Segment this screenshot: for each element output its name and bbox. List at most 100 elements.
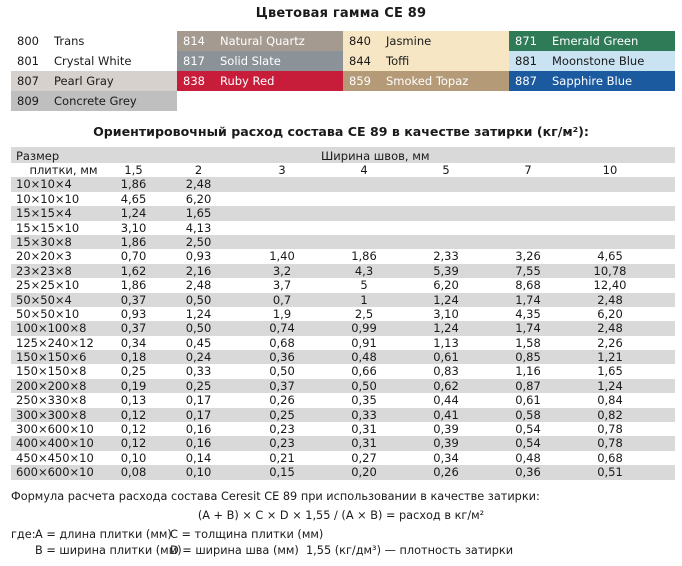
color-code: 809 xyxy=(17,94,39,108)
consumption-cell: 0,83 xyxy=(433,364,459,379)
color-swatch-840: 840 Jasmine xyxy=(343,31,509,51)
consumption-cell: 3,7 xyxy=(272,278,292,293)
consumption-cell: 0,26 xyxy=(433,465,459,480)
consumption-cell: 0,93 xyxy=(185,249,212,264)
table-row: 50×50×4 0,37 0,50 0,7 1 1,24 1,74 2,48 xyxy=(11,292,675,307)
consumption-cell: 1,86 xyxy=(351,249,377,264)
tile-size-cell: 50×50×10 xyxy=(16,306,80,321)
consumption-cell: 6,20 xyxy=(185,191,212,206)
table-row: 10×10×4 1,86 2,48 xyxy=(11,177,675,192)
color-code: 814 xyxy=(183,34,205,48)
color-swatch-801: 801 Crystal White xyxy=(11,51,177,71)
consumption-cell: 0,41 xyxy=(433,407,459,422)
consumption-cell xyxy=(241,221,323,235)
consumption-cell: 0,12 xyxy=(120,407,147,422)
consumption-cell: 1,24 xyxy=(120,206,147,221)
consumption-cell: 1,16 xyxy=(515,364,541,379)
table-row: 150×150×8 0,25 0,33 0,50 0,66 0,83 1,16 1,65 xyxy=(11,364,675,379)
consumption-cell: 0,34 xyxy=(433,450,459,465)
color-code: 838 xyxy=(183,74,205,88)
tile-size-cell: 23×23×8 xyxy=(16,263,72,278)
consumption-cell xyxy=(569,206,651,220)
consumption-cell: 0,33 xyxy=(185,364,212,379)
consumption-cell: 1,65 xyxy=(597,364,623,379)
color-name: Moonstone Blue xyxy=(552,54,645,68)
consumption-cell xyxy=(241,177,323,191)
consumption-cell: 0,15 xyxy=(269,465,295,480)
consumption-cell: 0,19 xyxy=(120,378,147,393)
table-row: 23×23×8 1,62 2,16 3,2 4,3 5,39 7,55 10,78 xyxy=(11,263,675,279)
consumption-cell xyxy=(405,235,487,249)
consumption-cell: 0,91 xyxy=(351,335,377,350)
color-swatch-817: 817 Solid Slate xyxy=(177,51,343,71)
color-name: Toffi xyxy=(386,54,410,68)
consumption-cell xyxy=(323,192,405,206)
consumption-cell xyxy=(569,192,651,206)
consumption-cell: 0,23 xyxy=(269,436,295,451)
table-row: 15×15×4 1,24 1,65 xyxy=(11,206,675,221)
consumption-cell xyxy=(569,177,651,191)
consumption-cell xyxy=(241,206,323,220)
consumption-cell: 2,5 xyxy=(354,306,374,321)
consumption-cell: 0,7 xyxy=(272,292,292,307)
consumption-cell: 0,51 xyxy=(597,465,623,480)
consumption-cell: 6,20 xyxy=(597,306,623,321)
consumption-cell: 1,24 xyxy=(597,378,623,393)
consumption-cell: 0,27 xyxy=(351,450,377,465)
consumption-cell: 5 xyxy=(360,278,368,293)
consumption-cell: 2,48 xyxy=(185,278,212,293)
color-code: 800 xyxy=(17,34,39,48)
color-name: Emerald Green xyxy=(552,34,639,48)
size-header-label: Размер xyxy=(16,149,60,163)
color-swatch-807: 807 Pearl Gray xyxy=(11,71,177,91)
consumption-cell: 0,35 xyxy=(351,393,377,408)
palette-title: Цветовая гамма CE 89 xyxy=(255,6,427,21)
consumption-cell xyxy=(241,192,323,206)
consumption-cell: 0,39 xyxy=(433,422,459,437)
consumption-cell: 0,61 xyxy=(433,350,459,365)
tile-size-cell: 15×15×4 xyxy=(16,206,72,221)
table-row: 450×450×10 0,10 0,14 0,21 0,27 0,34 0,48 0,68 xyxy=(11,450,675,466)
formula-expression: (A + B) × C × D × 1,55 / (A × B) = расхо… xyxy=(197,509,485,522)
consumption-cell: 3,26 xyxy=(515,249,541,264)
consumption-cell: 0,17 xyxy=(185,407,212,422)
consumption-cell: 0,50 xyxy=(351,378,377,393)
consumption-cell: 4,13 xyxy=(185,220,212,235)
color-swatch-800: 800 Trans xyxy=(11,31,177,51)
consumption-cell: 0,66 xyxy=(351,364,377,379)
tile-size-cell: 100×100×8 xyxy=(16,321,87,336)
tile-size-cell: 450×450×10 xyxy=(16,450,94,465)
consumption-cell xyxy=(487,221,569,235)
tile-size-cell: 400×400×10 xyxy=(16,436,94,451)
consumption-cell: 2,48 xyxy=(597,292,623,307)
consumption-cell: 0,12 xyxy=(120,422,147,437)
consumption-cell xyxy=(323,235,405,249)
tile-size-cell: 25×25×10 xyxy=(16,278,80,293)
width-header-5: 7 xyxy=(524,163,532,177)
width-header-label: Ширина швов, мм xyxy=(321,149,430,163)
consumption-cell: 0,50 xyxy=(185,321,212,336)
consumption-cell xyxy=(323,177,405,191)
tile-size-cell: 600×600×10 xyxy=(16,465,94,480)
consumption-cell: 0,45 xyxy=(185,335,212,350)
tile-size-cell: 125×240×12 xyxy=(16,335,94,350)
consumption-cell: 3,2 xyxy=(272,263,292,278)
consumption-cell: 0,12 xyxy=(120,436,147,451)
consumption-cell: 0,31 xyxy=(351,422,377,437)
consumption-cell: 0,93 xyxy=(120,306,147,321)
tile-size-cell: 300×300×8 xyxy=(16,407,87,422)
tile-size-cell: 150×150×6 xyxy=(16,350,87,365)
width-header-3: 4 xyxy=(360,163,368,177)
consumption-cell: 0,36 xyxy=(515,465,541,480)
consumption-cell: 2,33 xyxy=(433,249,459,264)
tile-size-cell: 50×50×4 xyxy=(16,292,72,307)
consumption-cell: 0,34 xyxy=(120,335,147,350)
color-palette: 800 Trans 814 Natural Quartz 840 Jasmine 871 Em… xyxy=(11,31,675,111)
color-swatch-814: 814 Natural Quartz xyxy=(177,31,343,51)
consumption-cell: 0,17 xyxy=(185,393,212,408)
tile-size-cell: 15×30×8 xyxy=(16,234,72,249)
consumption-cell: 0,54 xyxy=(515,436,541,451)
consumption-cell: 1,74 xyxy=(515,292,541,307)
consumption-cell: 3,10 xyxy=(433,306,459,321)
table-row: 400×400×10 0,12 0,16 0,23 0,31 0,39 0,54 0,78 xyxy=(11,436,675,451)
